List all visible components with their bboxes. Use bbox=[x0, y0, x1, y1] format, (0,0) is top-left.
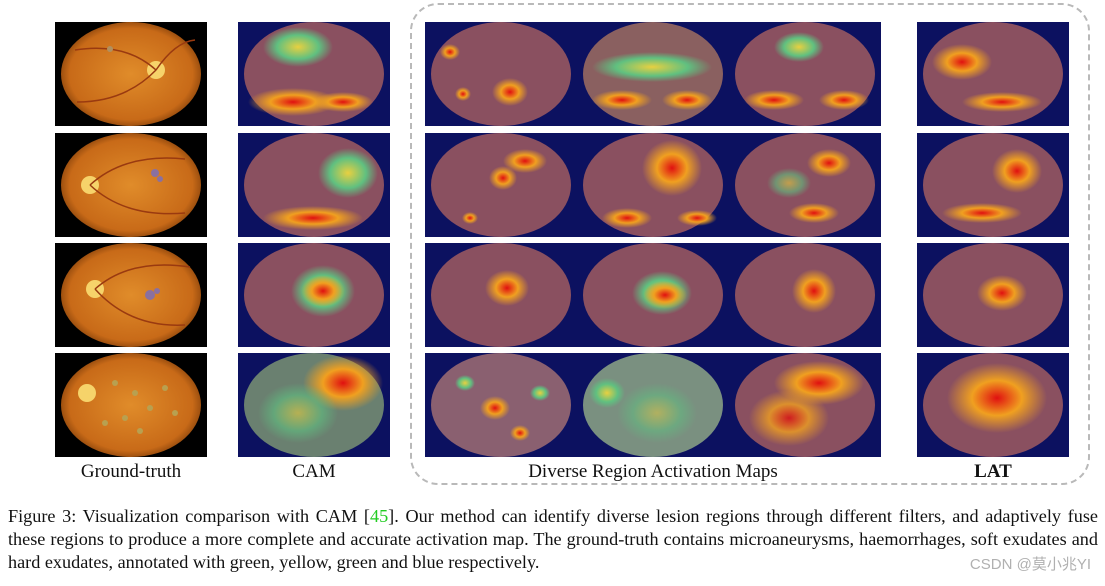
caption-prefix: Figure 3: Visualization comparison with … bbox=[8, 506, 370, 526]
label-ground-truth: Ground-truth bbox=[80, 461, 182, 482]
cam-heatmap-row1 bbox=[238, 22, 390, 126]
ground-truth-image-row2 bbox=[55, 133, 207, 237]
diverse-map-2-row2 bbox=[577, 133, 729, 237]
lat-map-row1 bbox=[917, 22, 1069, 126]
diverse-map-1-row4 bbox=[425, 353, 577, 457]
diverse-map-1-row2 bbox=[425, 133, 577, 237]
ground-truth-image-row4 bbox=[55, 353, 207, 457]
diverse-map-2-row1 bbox=[577, 22, 729, 126]
diverse-map-3-row1 bbox=[729, 22, 881, 126]
cam-heatmap-row2 bbox=[238, 133, 390, 237]
lat-map-row2 bbox=[917, 133, 1069, 237]
ground-truth-image-row3 bbox=[55, 243, 207, 347]
figure-caption: Figure 3: Visualization comparison with … bbox=[8, 505, 1098, 574]
label-cam: CAM bbox=[292, 461, 336, 482]
diverse-map-3-row3 bbox=[729, 243, 881, 347]
watermark: CSDN @莫小兆YI bbox=[969, 556, 1091, 573]
diverse-map-2-row4 bbox=[577, 353, 729, 457]
diverse-map-3-row4 bbox=[729, 353, 881, 457]
lat-map-row4 bbox=[917, 353, 1069, 457]
diverse-maps-dashed-frame bbox=[410, 3, 1090, 485]
diverse-map-1-row1 bbox=[425, 22, 577, 126]
diverse-map-2-row3 bbox=[577, 243, 729, 347]
caption-suffix: ]. Our method can identify diverse lesio… bbox=[8, 506, 1098, 572]
diverse-map-1-row3 bbox=[425, 243, 577, 347]
label-diverse-maps: Diverse Region Activation Maps bbox=[528, 461, 778, 482]
diverse-map-3-row2 bbox=[729, 133, 881, 237]
citation-link[interactable]: 45 bbox=[369, 506, 389, 526]
cam-heatmap-row3 bbox=[238, 243, 390, 347]
ground-truth-image-row1 bbox=[55, 22, 207, 126]
lat-map-row3 bbox=[917, 243, 1069, 347]
cam-heatmap-row4 bbox=[238, 353, 390, 457]
label-lat: LAT bbox=[974, 461, 1012, 482]
